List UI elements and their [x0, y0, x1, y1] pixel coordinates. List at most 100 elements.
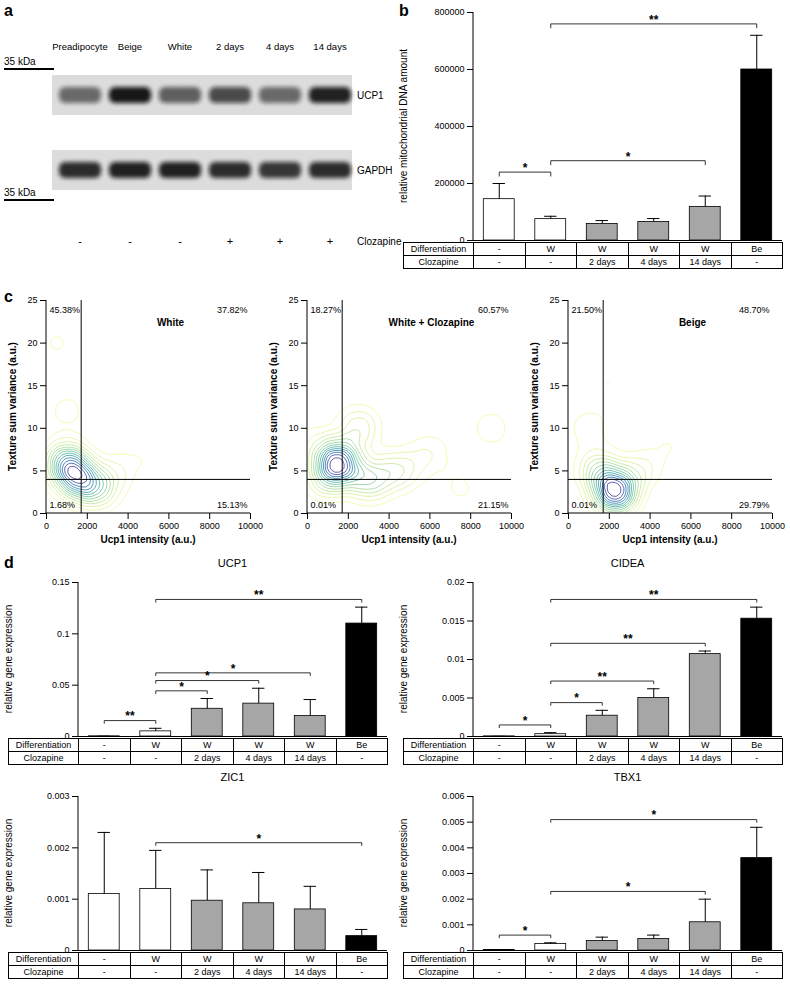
svg-text:35 kDa: 35 kDa [4, 56, 36, 67]
svg-text:*: * [179, 680, 184, 694]
svg-text:0: 0 [459, 945, 464, 955]
svg-text:0.1: 0.1 [57, 629, 70, 639]
svg-text:+: + [227, 235, 233, 247]
svg-text:2000: 2000 [338, 521, 358, 531]
svg-text:0.001: 0.001 [47, 894, 70, 904]
svg-text:**: ** [254, 588, 264, 602]
svg-text:10: 10 [549, 423, 559, 433]
svg-text:1.68%: 1.68% [50, 500, 76, 510]
svg-text:0: 0 [64, 945, 69, 955]
svg-text:a: a [4, 2, 13, 19]
svg-text:2000: 2000 [599, 521, 619, 531]
svg-text:0: 0 [459, 235, 464, 245]
svg-text:0.005: 0.005 [442, 817, 465, 827]
svg-text:-: - [128, 235, 132, 247]
svg-text:10: 10 [288, 423, 298, 433]
svg-text:relative gene expression: relative gene expression [398, 819, 409, 927]
svg-text:GAPDH: GAPDH [357, 165, 393, 176]
svg-text:18.27%: 18.27% [311, 305, 342, 315]
svg-text:15: 15 [27, 381, 37, 391]
svg-text:Beige: Beige [679, 317, 707, 328]
svg-text:0.002: 0.002 [442, 894, 465, 904]
svg-text:600000: 600000 [434, 64, 464, 74]
svg-text:Texture sum variance (a.u.): Texture sum variance (a.u.) [529, 342, 540, 471]
svg-text:0: 0 [32, 508, 37, 518]
svg-text:**: ** [649, 588, 659, 602]
svg-text:*: * [523, 161, 528, 175]
svg-text:0: 0 [554, 508, 559, 518]
svg-text:White: White [157, 317, 185, 328]
svg-text:relative mitochondrial DNA amo: relative mitochondrial DNA amount [398, 49, 409, 203]
svg-text:45.38%: 45.38% [50, 305, 81, 315]
svg-text:UCP1: UCP1 [357, 90, 384, 101]
svg-text:0.05: 0.05 [52, 680, 70, 690]
svg-text:20: 20 [288, 338, 298, 348]
svg-text:Texture sum variance (a.u.): Texture sum variance (a.u.) [7, 342, 18, 471]
svg-text:14 days: 14 days [313, 41, 347, 52]
svg-text:2 days: 2 days [216, 41, 244, 52]
svg-text:*: * [205, 669, 210, 683]
svg-text:20: 20 [27, 338, 37, 348]
svg-text:relative gene expression: relative gene expression [3, 819, 14, 927]
svg-text:400000: 400000 [434, 121, 464, 131]
svg-text:0: 0 [566, 521, 571, 531]
svg-text:Clozapine: Clozapine [357, 236, 402, 247]
svg-text:21.50%: 21.50% [572, 305, 603, 315]
svg-text:**: ** [623, 632, 633, 646]
svg-text:**: ** [649, 13, 659, 27]
svg-text:6000: 6000 [681, 521, 701, 531]
svg-text:0.005: 0.005 [442, 693, 465, 703]
svg-text:25: 25 [288, 295, 298, 305]
svg-text:*: * [523, 714, 528, 728]
svg-text:15: 15 [549, 381, 559, 391]
svg-text:Preadipocyte: Preadipocyte [52, 41, 107, 52]
svg-text:Beige: Beige [118, 41, 142, 52]
svg-text:4000: 4000 [118, 521, 138, 531]
svg-text:800000: 800000 [434, 7, 464, 17]
svg-text:0.003: 0.003 [47, 791, 70, 801]
svg-text:25: 25 [549, 295, 559, 305]
svg-text:0.15: 0.15 [52, 577, 70, 587]
svg-text:-: - [78, 235, 82, 247]
svg-text:0: 0 [459, 731, 464, 741]
svg-text:5: 5 [32, 466, 37, 476]
svg-text:5: 5 [554, 466, 559, 476]
svg-text:*: * [231, 662, 236, 676]
svg-text:35 kDa: 35 kDa [4, 187, 36, 198]
svg-text:48.70%: 48.70% [739, 305, 770, 315]
svg-text:10: 10 [27, 423, 37, 433]
svg-text:8000: 8000 [722, 521, 742, 531]
svg-text:8000: 8000 [461, 521, 481, 531]
svg-text:8000: 8000 [200, 521, 220, 531]
svg-text:0.006: 0.006 [442, 791, 465, 801]
svg-text:60.57%: 60.57% [478, 305, 509, 315]
svg-text:5: 5 [293, 466, 298, 476]
svg-text:0.003: 0.003 [442, 868, 465, 878]
svg-text:Ucp1 intensity (a.u.): Ucp1 intensity (a.u.) [100, 534, 195, 545]
svg-text:0.01%: 0.01% [311, 500, 337, 510]
svg-text:4000: 4000 [640, 521, 660, 531]
svg-text:*: * [651, 808, 656, 822]
svg-text:Ucp1 intensity (a.u.): Ucp1 intensity (a.u.) [361, 534, 456, 545]
svg-text:relative gene expression: relative gene expression [398, 605, 409, 713]
svg-text:20: 20 [549, 338, 559, 348]
svg-text:*: * [626, 880, 631, 894]
svg-text:0.01%: 0.01% [572, 500, 598, 510]
svg-text:relative gene expression: relative gene expression [3, 605, 14, 713]
svg-text:0: 0 [44, 521, 49, 531]
svg-text:*: * [256, 832, 261, 846]
svg-text:0: 0 [64, 731, 69, 741]
svg-text:0.001: 0.001 [442, 920, 465, 930]
svg-text:10000: 10000 [238, 521, 263, 531]
svg-text:+: + [277, 235, 283, 247]
svg-text:15.13%: 15.13% [217, 500, 248, 510]
svg-text:White + Clozapine: White + Clozapine [389, 317, 475, 328]
svg-text:Texture sum variance (a.u.): Texture sum variance (a.u.) [268, 342, 279, 471]
svg-text:10000: 10000 [499, 521, 524, 531]
svg-text:0: 0 [293, 508, 298, 518]
svg-text:*: * [626, 150, 631, 164]
svg-text:10000: 10000 [760, 521, 785, 531]
svg-text:**: ** [125, 709, 135, 723]
svg-text:White: White [168, 41, 192, 52]
svg-text:0.02: 0.02 [447, 577, 465, 587]
